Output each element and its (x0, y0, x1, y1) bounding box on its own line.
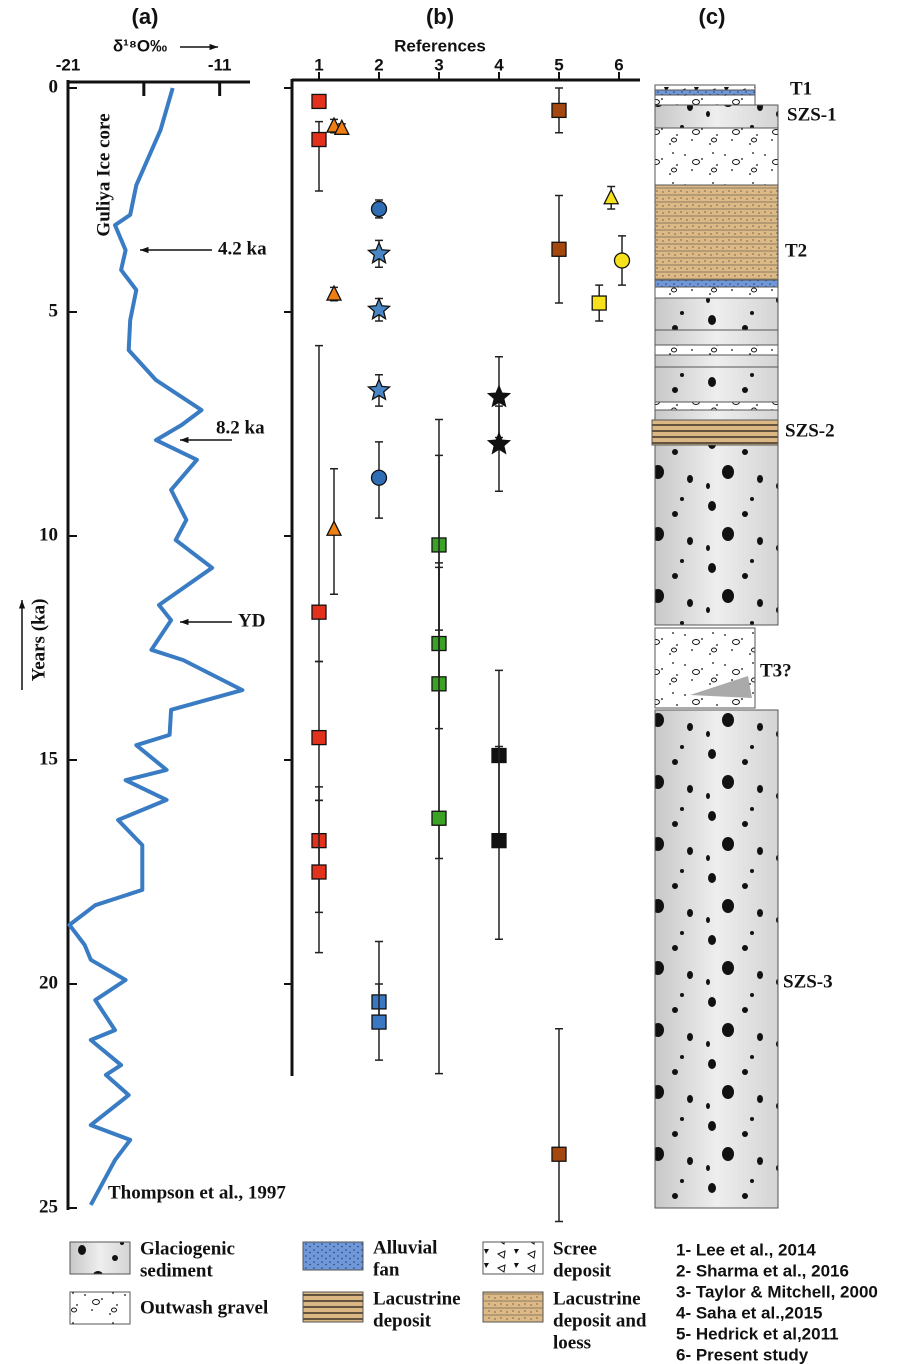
annotation: Guliya Ice core (93, 113, 114, 236)
reference: 3- Taylor & Mitchell, 2000 (676, 1282, 878, 1301)
legend-label: Alluvial (373, 1237, 437, 1258)
marker-star (486, 431, 512, 455)
marker-square (591, 295, 607, 311)
annotation: YD (238, 610, 265, 631)
arrow-head (18, 600, 26, 609)
marker-triangle (325, 519, 343, 536)
x-tick-label: 5 (554, 55, 563, 74)
marker-circle (370, 469, 388, 486)
x-tick-label: -11 (208, 55, 232, 74)
legend-swatches (69, 1241, 544, 1325)
reference: 1- Lee et al., 2014 (676, 1240, 816, 1259)
x-axis-label: δ¹⁸O‰ (113, 36, 167, 55)
marker-star (366, 241, 392, 265)
marker-triangle (325, 284, 343, 301)
x-tick-label: 6 (614, 55, 623, 74)
arrow-head (209, 43, 218, 51)
x-tick-label: 2 (374, 55, 383, 74)
reference: 6- Present study (676, 1345, 809, 1364)
x-tick-label: 3 (434, 55, 443, 74)
legend-label: deposit and (553, 1310, 647, 1331)
reference: 5- Hedrick et al,2011 (676, 1324, 839, 1343)
marker-square (551, 102, 567, 119)
legend-label: deposit (373, 1310, 432, 1331)
legend-label: Lacustrine (373, 1288, 461, 1309)
layer-label: T3? (760, 660, 792, 681)
legend-label: Lacustrine (553, 1288, 641, 1309)
marker-circle (613, 252, 631, 269)
layer-label: T2 (785, 240, 807, 261)
marker-square (551, 1146, 567, 1162)
x-tick-label: -21 (56, 55, 81, 74)
marker-square (491, 832, 507, 849)
legend-label: Glaciogenic (140, 1238, 235, 1259)
x-tick-label: 1 (314, 55, 323, 74)
layer-label: SZS-2 (785, 420, 835, 441)
legend-label: loess (553, 1332, 591, 1353)
panel-label: (c) (699, 4, 726, 29)
marker-square (311, 93, 327, 110)
y-tick-label: 10 (39, 524, 58, 545)
legend-label: Outwash gravel (140, 1297, 268, 1318)
marker-star (486, 384, 512, 408)
y-tick-label: 25 (39, 1196, 58, 1217)
arrow-head (180, 618, 189, 626)
marker-star (366, 297, 392, 321)
y-tick-label: 15 (39, 748, 58, 769)
x-tick-label: 4 (494, 55, 504, 74)
marker-square (311, 604, 327, 620)
panel-label: (a) (132, 4, 159, 29)
marker-square (371, 1014, 387, 1030)
arrow-head (180, 436, 189, 444)
annotation: 4.2 ka (218, 238, 267, 259)
marker-triangle (603, 188, 620, 205)
legend-label: Scree (553, 1238, 597, 1259)
annotation: 8.2 ka (216, 417, 265, 438)
legend-label: deposit (553, 1260, 612, 1281)
isotope-curve (67, 87, 245, 1206)
y-axis-label: Years (ka) (28, 599, 49, 682)
reference: 2- Sharma et al., 2016 (676, 1261, 849, 1280)
panel-label: (b) (426, 4, 454, 29)
y-tick-label: 0 (49, 76, 59, 97)
marker-triangle (333, 118, 350, 135)
layer-label: SZS-1 (787, 104, 837, 125)
marker-square (431, 810, 447, 826)
marker-star (366, 377, 392, 401)
marker-square (311, 864, 327, 880)
layer-label: T1 (790, 78, 812, 99)
y-tick-label: 5 (49, 300, 59, 321)
legend-label: fan (373, 1259, 400, 1280)
y-tick-label: 20 (39, 972, 58, 993)
legend-label: sediment (140, 1260, 214, 1281)
error-bar (555, 1028, 563, 1223)
marker-square (551, 241, 567, 257)
reference: 4- Saha et al.,2015 (676, 1303, 822, 1322)
layer-label: SZS-3 (783, 971, 833, 992)
marker-square (311, 729, 327, 746)
x-axis-label: References (394, 36, 486, 55)
marker-circle (370, 200, 388, 218)
strat-column (651, 84, 779, 1209)
annotation: Thompson et al., 1997 (108, 1182, 286, 1203)
arrow-head (140, 246, 149, 254)
marker-square (311, 131, 327, 148)
